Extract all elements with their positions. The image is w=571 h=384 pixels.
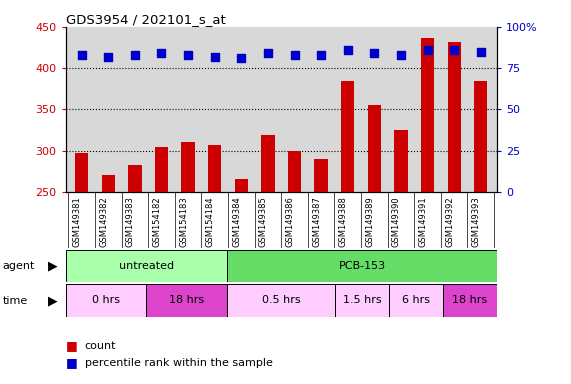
Text: agent: agent <box>3 261 35 271</box>
Text: GSM149390: GSM149390 <box>392 197 401 247</box>
Text: GSM149388: GSM149388 <box>339 197 348 247</box>
Text: GSM149392: GSM149392 <box>445 197 454 247</box>
Bar <box>227 250 497 282</box>
Bar <box>443 284 497 317</box>
Bar <box>208 145 222 192</box>
Text: GSM149393: GSM149393 <box>472 197 481 247</box>
Point <box>370 50 379 56</box>
Text: GSM149381: GSM149381 <box>73 197 82 247</box>
Bar <box>474 81 488 192</box>
Point <box>423 47 432 53</box>
Bar <box>155 147 168 192</box>
Bar <box>75 153 89 192</box>
Point <box>130 52 139 58</box>
Point <box>396 52 405 58</box>
Text: PCB-153: PCB-153 <box>339 261 385 271</box>
Text: 1.5 hrs: 1.5 hrs <box>343 295 381 306</box>
Text: count: count <box>85 341 116 351</box>
Bar <box>262 135 275 192</box>
Point <box>316 52 325 58</box>
Bar <box>288 151 301 192</box>
Text: 6 hrs: 6 hrs <box>402 295 430 306</box>
Text: GSM154184: GSM154184 <box>206 197 215 247</box>
Bar <box>66 284 147 317</box>
Text: 18 hrs: 18 hrs <box>452 295 488 306</box>
Bar <box>227 284 335 317</box>
Text: GSM149391: GSM149391 <box>419 197 428 247</box>
Point <box>449 47 459 53</box>
Text: 0.5 hrs: 0.5 hrs <box>262 295 300 306</box>
Bar <box>341 81 355 192</box>
Bar <box>235 179 248 192</box>
Bar <box>421 38 434 192</box>
Text: ■: ■ <box>66 339 78 352</box>
Text: 0 hrs: 0 hrs <box>92 295 120 306</box>
Bar <box>368 105 381 192</box>
Text: GSM149386: GSM149386 <box>286 197 295 247</box>
Text: GSM149384: GSM149384 <box>232 197 242 247</box>
Point <box>77 52 86 58</box>
Text: percentile rank within the sample: percentile rank within the sample <box>85 358 272 368</box>
Point <box>210 53 219 60</box>
Point <box>104 53 113 60</box>
Bar <box>147 284 227 317</box>
Text: time: time <box>3 296 28 306</box>
Text: 18 hrs: 18 hrs <box>170 295 204 306</box>
Bar <box>448 42 461 192</box>
Text: ■: ■ <box>66 356 78 369</box>
Text: GSM154183: GSM154183 <box>179 197 188 247</box>
Text: GSM149382: GSM149382 <box>99 197 108 247</box>
Point <box>237 55 246 61</box>
Text: ▶: ▶ <box>47 294 57 307</box>
Bar <box>335 284 389 317</box>
Point <box>343 47 352 53</box>
Bar <box>66 250 227 282</box>
Text: GDS3954 / 202101_s_at: GDS3954 / 202101_s_at <box>66 13 226 26</box>
Text: untreated: untreated <box>119 261 174 271</box>
Point <box>183 52 192 58</box>
Text: GSM149387: GSM149387 <box>312 197 321 247</box>
Bar <box>389 284 443 317</box>
Text: GSM149383: GSM149383 <box>126 197 135 247</box>
Bar <box>128 165 142 192</box>
Bar <box>395 130 408 192</box>
Point <box>476 49 485 55</box>
Point <box>157 50 166 56</box>
Text: GSM149385: GSM149385 <box>259 197 268 247</box>
Bar <box>102 175 115 192</box>
Point <box>290 52 299 58</box>
Bar <box>315 159 328 192</box>
Bar <box>182 142 195 192</box>
Point <box>263 50 272 56</box>
Text: ▶: ▶ <box>47 260 57 273</box>
Text: GSM149389: GSM149389 <box>365 197 375 247</box>
Text: GSM154182: GSM154182 <box>152 197 162 247</box>
